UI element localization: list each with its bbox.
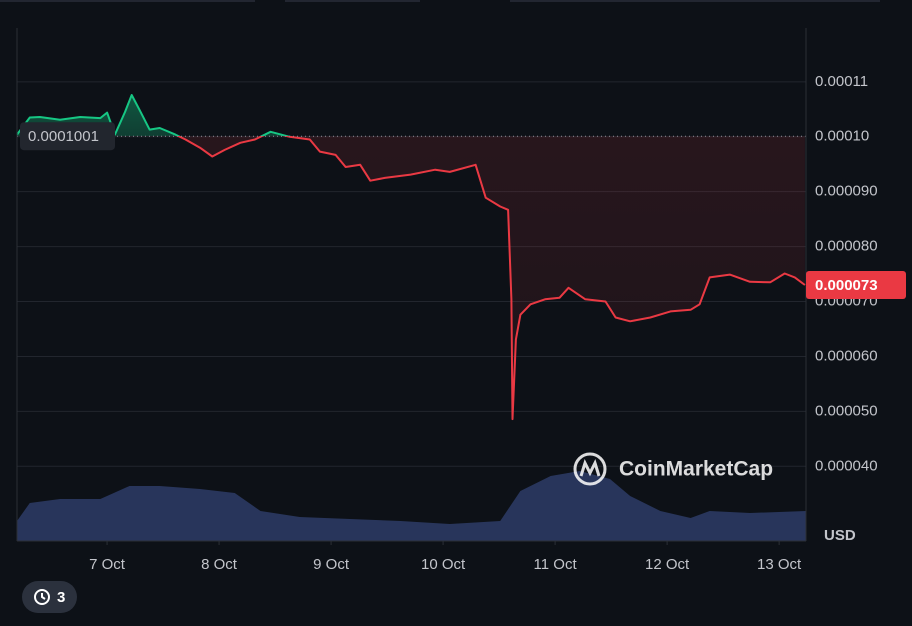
x-tick-label: 10 Oct (421, 556, 466, 573)
tab-edge (0, 0, 255, 2)
y-tick-label: 0.00011 (815, 73, 868, 90)
y-tick-label: 0.00010 (815, 128, 869, 145)
y-tick-label: 0.000080 (815, 238, 878, 255)
x-tick-label: 12 Oct (645, 556, 690, 573)
watermark-logo (573, 452, 607, 486)
watermark: CoinMarketCap (573, 452, 773, 486)
y-tick-label: 0.000090 (815, 183, 878, 200)
last-price-tag (806, 271, 906, 300)
x-tick-label: 8 Oct (201, 556, 238, 573)
x-tick-label: 9 Oct (313, 556, 350, 573)
baseline-label: 0.0001001 (28, 128, 99, 145)
history-badge[interactable]: 3 (22, 581, 77, 613)
badge-icon (34, 589, 50, 605)
watermark-logo (579, 458, 601, 477)
y-tick-label: 0.000040 (815, 457, 878, 474)
x-tick-label: 11 Oct (534, 556, 578, 573)
last-price-label: 0.000073 (815, 277, 878, 294)
watermark-text: CoinMarketCap (619, 458, 773, 481)
currency-label: USD (824, 527, 856, 544)
badge-count: 3 (57, 589, 65, 606)
y-tick-label: 0.000060 (815, 347, 878, 364)
baseline-label-bg (20, 122, 115, 151)
price-line (16, 94, 806, 421)
y-tick-label: 0.000050 (815, 402, 878, 419)
x-tick-label: 13 Oct (757, 556, 802, 573)
tab-edge (285, 0, 420, 2)
x-tick-label: 7 Oct (89, 556, 126, 573)
badge-icon (41, 593, 46, 600)
baseline-fill (17, 95, 805, 420)
tab-edge (510, 0, 880, 2)
volume-area (17, 471, 806, 541)
